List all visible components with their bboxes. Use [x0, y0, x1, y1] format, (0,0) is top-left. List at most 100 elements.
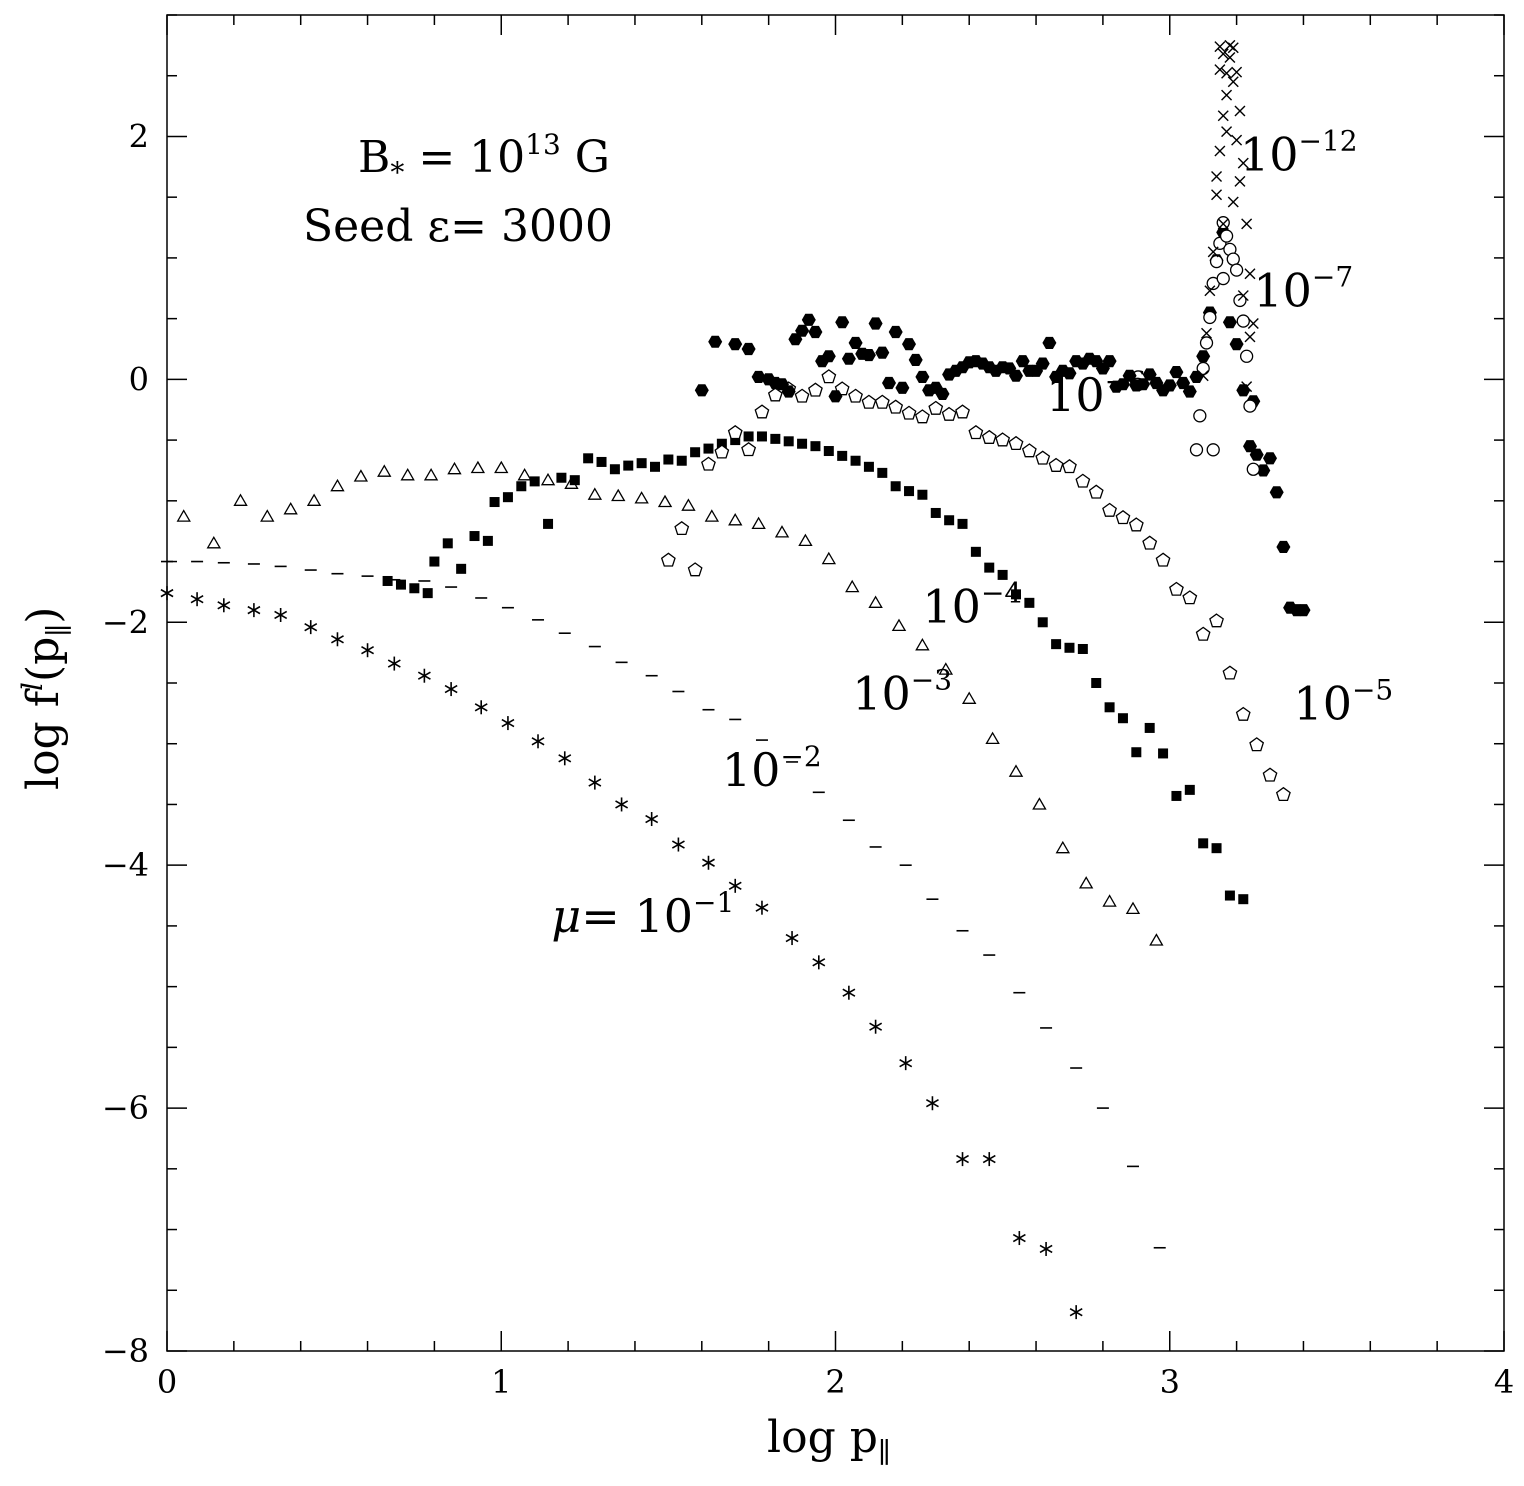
- data-point-square: [529, 476, 540, 487]
- data-point-triangle: [494, 460, 509, 474]
- data-point-circle: [1206, 443, 1220, 457]
- data-point-hexagon-filled: [1296, 604, 1311, 617]
- data-point-triangle: [728, 512, 743, 526]
- data-point-cross: [1237, 290, 1249, 302]
- data-point-square: [1158, 748, 1169, 759]
- data-point-triangle: [587, 487, 603, 500]
- series-label: 10−4: [922, 576, 1022, 633]
- data-point-cross: [1234, 175, 1246, 187]
- data-point-asterisk: [842, 985, 856, 1000]
- data-point-pentagon: [874, 394, 890, 409]
- data-point-asterisk: [702, 855, 715, 870]
- y-tick-label: 2: [129, 117, 149, 155]
- data-point-square: [877, 467, 888, 478]
- y-tick-label: −6: [102, 1089, 149, 1127]
- data-point-asterisk: [304, 620, 318, 635]
- data-point-asterisk: [331, 632, 344, 647]
- data-point-pentagon: [1182, 590, 1198, 605]
- data-point-square: [944, 515, 955, 526]
- data-point-square: [469, 531, 480, 542]
- data-point-cross: [1241, 381, 1253, 393]
- data-point-triangle: [985, 731, 1000, 745]
- data-point-hexagon-filled: [1269, 486, 1284, 499]
- data-point-triangle: [774, 525, 790, 538]
- data-point-asterisk: [982, 1152, 996, 1167]
- data-point-hexagon-filled: [694, 384, 709, 397]
- data-point-hexagon-filled: [1222, 316, 1237, 329]
- data-point-cross: [1227, 196, 1239, 208]
- data-point-cross: [1217, 218, 1229, 230]
- data-point-triangle: [447, 461, 462, 475]
- data-point-cross: [1197, 370, 1209, 382]
- data-point-hexagon-filled: [1276, 540, 1291, 553]
- data-point-asterisk: [190, 592, 204, 607]
- data-point-square: [716, 438, 727, 449]
- data-point-asterisk: [615, 797, 629, 812]
- data-point-cross: [1211, 189, 1223, 201]
- data-point-pentagon: [701, 456, 716, 471]
- data-point-triangle: [1078, 876, 1094, 889]
- data-point-asterisk: [1039, 1241, 1053, 1256]
- data-point-triangle: [260, 509, 275, 522]
- data-point-circle: [1209, 254, 1224, 269]
- data-point-pentagon: [1048, 457, 1064, 472]
- data-point-triangle: [961, 691, 977, 704]
- data-point-cross: [1207, 246, 1219, 258]
- data-point-hexagon-filled: [902, 338, 916, 351]
- data-point-square: [904, 486, 915, 497]
- data-point-square: [810, 441, 821, 452]
- data-point-asterisk: [869, 1019, 883, 1034]
- data-point-square: [609, 464, 620, 475]
- data-point-hexagon-filled: [1122, 369, 1137, 382]
- data-point-hexagon-filled: [781, 385, 796, 398]
- data-point-hexagon-filled: [1015, 355, 1030, 368]
- data-point-asterisk: [274, 607, 288, 622]
- data-point-pentagon: [741, 442, 757, 457]
- data-point-hexagon-filled: [1169, 366, 1184, 379]
- x-axis-title: log p∥: [767, 1412, 891, 1469]
- data-point-triangle: [517, 467, 532, 481]
- data-point-cross: [1221, 89, 1233, 101]
- data-point-circle: [1216, 271, 1230, 286]
- data-point-pentagon: [821, 369, 837, 384]
- data-point-hexagon-filled: [935, 387, 950, 400]
- data-point-hexagon-filled: [868, 317, 883, 330]
- data-point-pentagon: [981, 429, 997, 444]
- data-point-pentagon: [1275, 786, 1291, 802]
- data-point-square: [783, 436, 794, 447]
- data-point-circle: [1203, 310, 1217, 325]
- data-point-pentagon: [914, 409, 930, 424]
- data-point-square: [837, 450, 848, 461]
- data-point-triangle: [306, 493, 322, 506]
- data-point-triangle: [868, 595, 883, 608]
- data-point-cross: [1237, 157, 1249, 169]
- data-point-pentagon: [794, 388, 810, 403]
- data-point-pentagon: [1062, 458, 1077, 474]
- data-point-triangle: [915, 638, 930, 651]
- data-point-circle: [1196, 361, 1210, 376]
- data-point-square: [382, 575, 393, 586]
- data-point-square: [663, 454, 674, 465]
- data-point-hexagon-filled: [1162, 379, 1177, 392]
- data-point-pentagon: [941, 406, 957, 421]
- data-point-square: [1091, 678, 1102, 688]
- data-point-square: [1117, 713, 1128, 724]
- data-point-pentagon: [901, 405, 917, 420]
- data-point-circle: [1243, 399, 1257, 413]
- data-point-cross: [1221, 67, 1233, 79]
- series-label: 10−12: [1240, 124, 1358, 181]
- data-point-cross: [1214, 145, 1226, 157]
- data-point-square: [823, 446, 834, 457]
- data-point-hexagon-filled: [1263, 452, 1277, 465]
- data-point-triangle: [353, 469, 369, 482]
- data-point-circle: [1189, 443, 1204, 457]
- data-point-hexagon-filled: [828, 390, 843, 403]
- data-point-square: [770, 433, 781, 444]
- data-point-square: [623, 460, 634, 471]
- data-point-asterisk: [785, 931, 799, 946]
- data-point-square: [489, 497, 500, 508]
- data-point-pentagon: [687, 562, 703, 577]
- data-point-pentagon: [1021, 443, 1037, 458]
- data-point-hexagon-filled: [801, 313, 816, 326]
- tick-labels: 0 1 2 3 4 −8 −6 −4 −2 0 2: [102, 117, 1514, 1401]
